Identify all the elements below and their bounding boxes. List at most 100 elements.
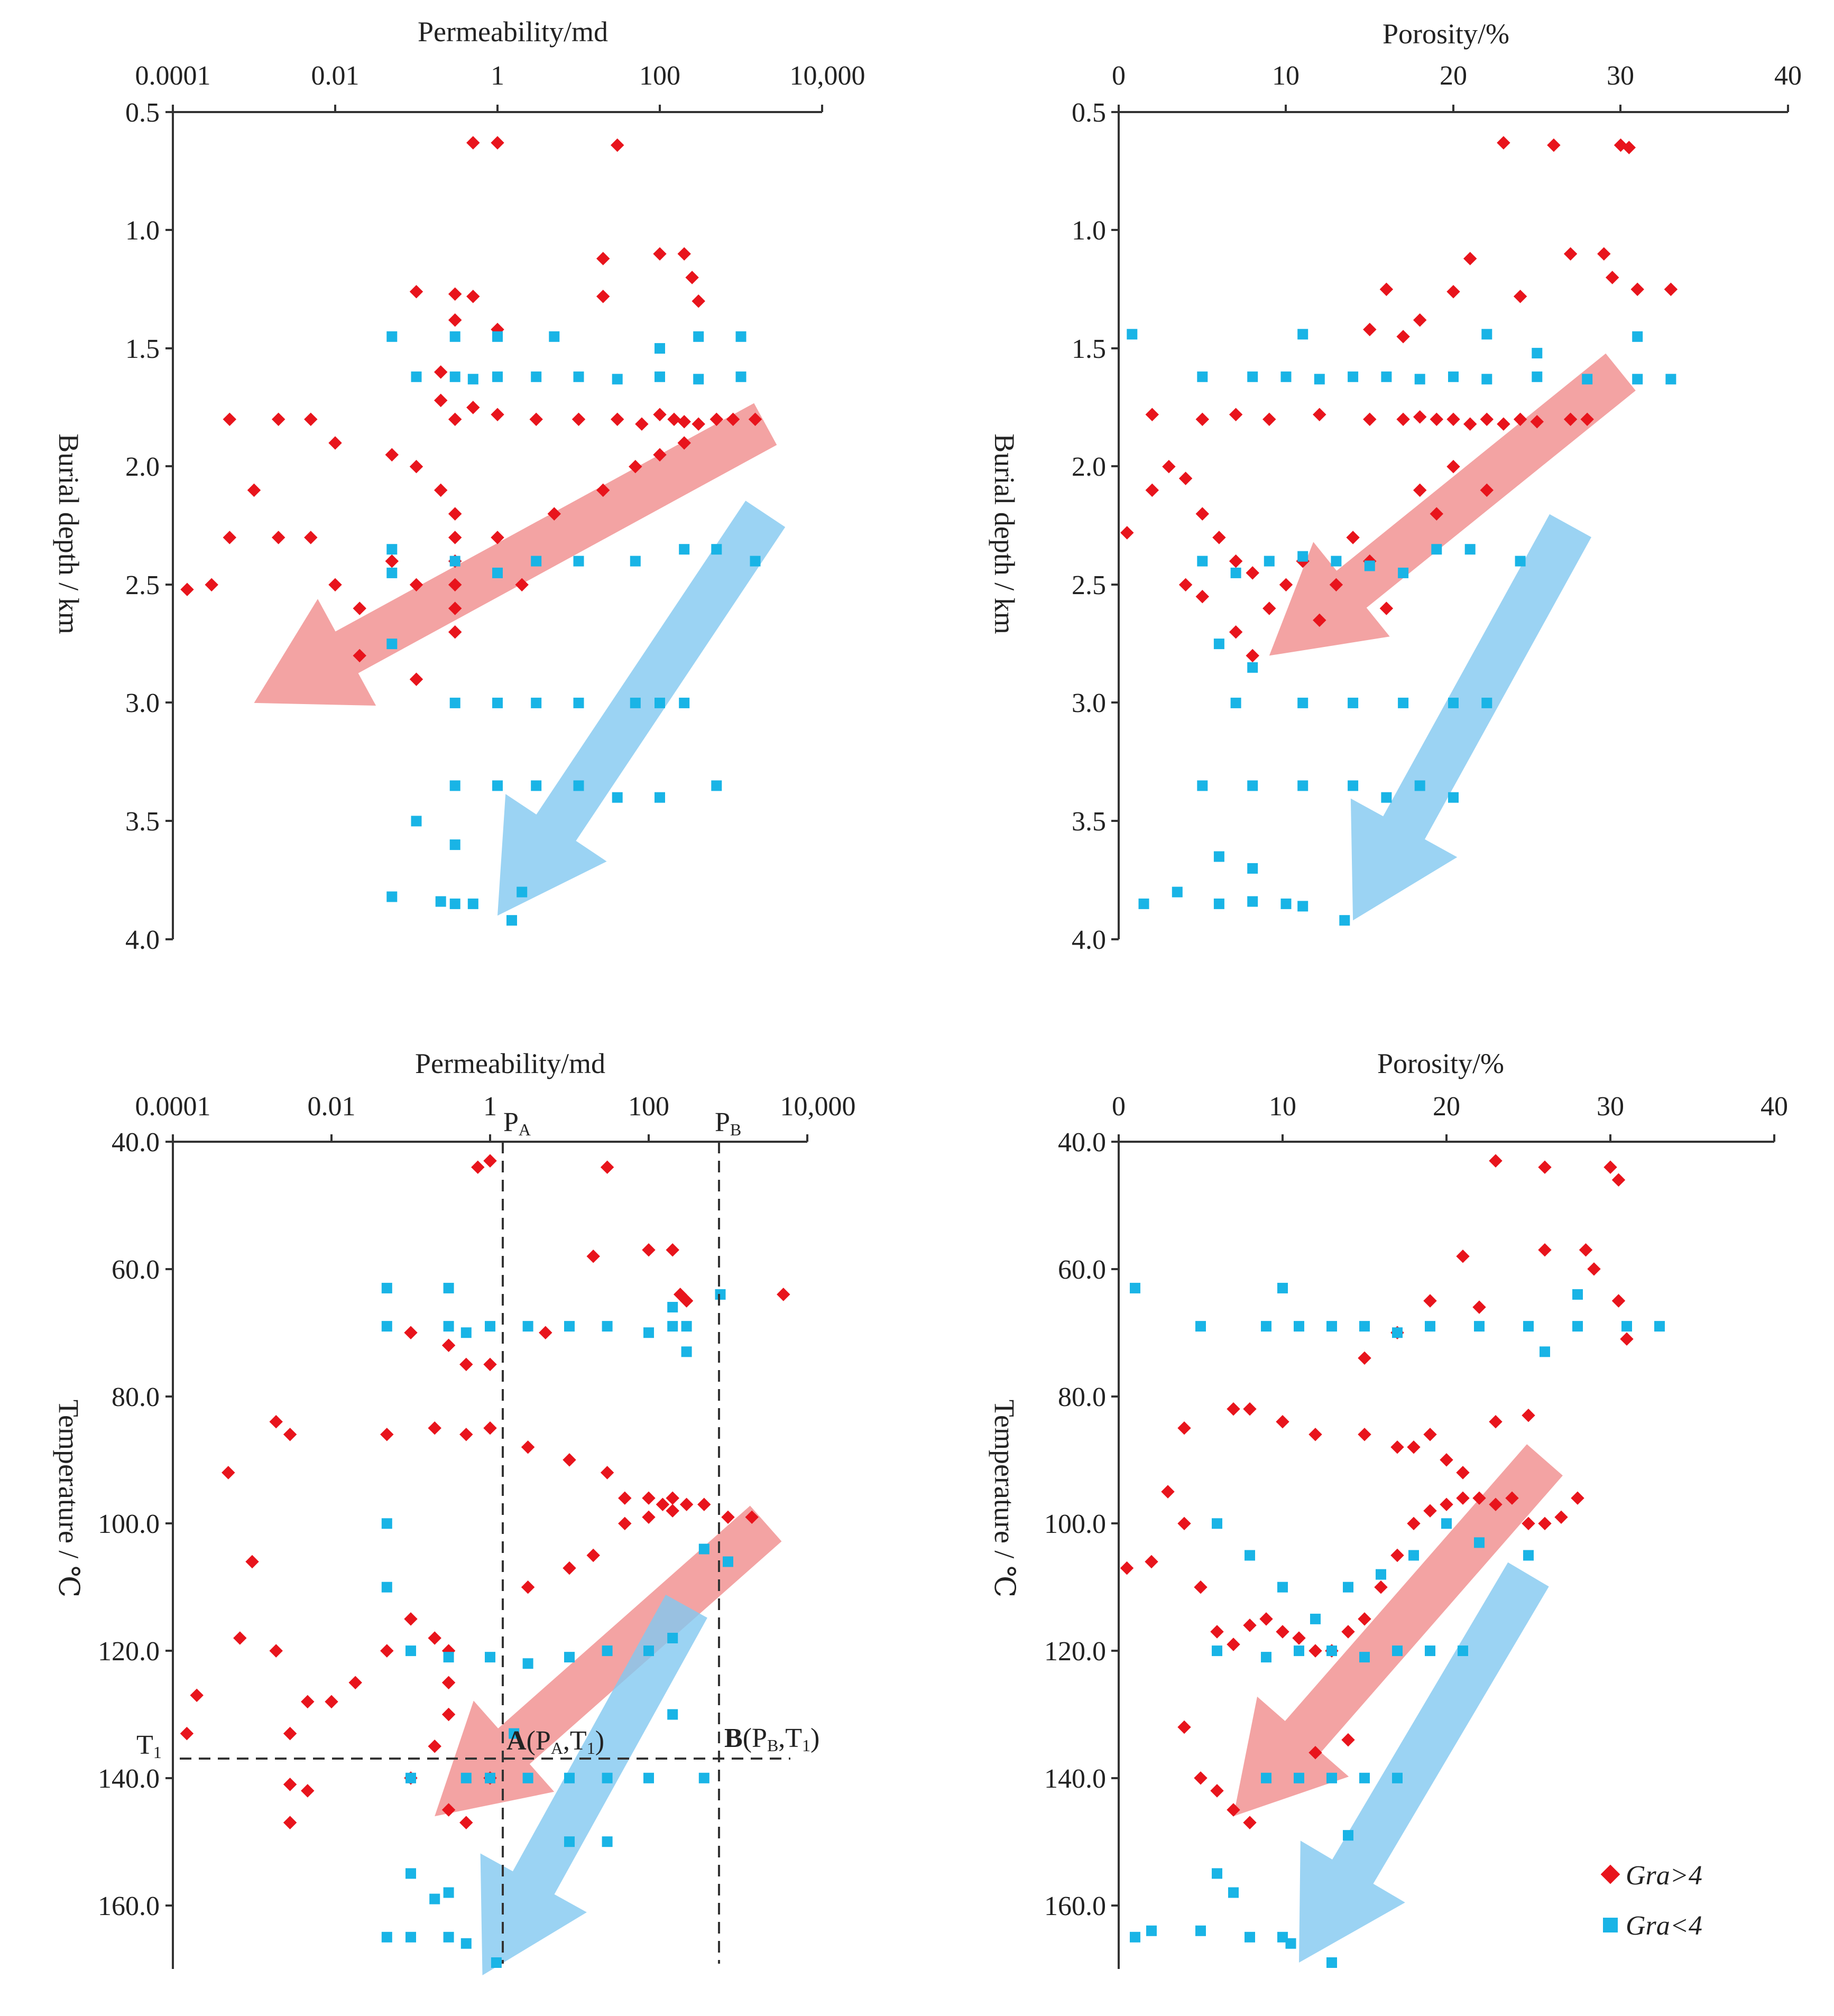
data-point-gra-lt4 [1408, 1550, 1419, 1561]
data-point-gra-lt4 [1297, 901, 1308, 912]
data-point-gra-lt4 [564, 1836, 575, 1847]
data-point-gra-lt4 [1431, 544, 1442, 555]
data-point-gra-gt4 [1229, 554, 1243, 568]
data-point-gra-gt4 [283, 1428, 297, 1441]
data-point-gra-lt4 [1297, 697, 1308, 708]
data-point-gra-lt4 [1280, 371, 1292, 382]
data-point-gra-lt4 [602, 1836, 613, 1847]
data-point-gra-gt4 [521, 1440, 535, 1454]
data-point-gra-lt4 [1523, 1550, 1534, 1561]
data-point-gra-lt4 [449, 697, 460, 708]
data-point-gra-gt4 [1341, 1625, 1355, 1639]
data-point-gra-gt4 [434, 365, 448, 379]
data-point-gra-gt4 [428, 1421, 441, 1435]
data-point-gra-lt4 [386, 331, 398, 342]
data-point-gra-lt4 [1261, 1772, 1271, 1783]
data-point-gra-gt4 [1243, 1816, 1257, 1829]
data-point-gra-lt4 [381, 1582, 392, 1593]
panel3-x-ticks [172, 1134, 808, 1142]
data-point-gra-gt4 [596, 290, 610, 303]
data-point-gra-gt4 [283, 1816, 297, 1829]
data-point-gra-lt4 [1532, 371, 1543, 382]
data-point-gra-gt4 [441, 1676, 456, 1690]
data-point-gra-gt4 [653, 247, 667, 261]
data-point-gra-gt4 [304, 531, 318, 544]
panel3-xtick: 0.0001 [135, 1092, 211, 1122]
panel4-xlabel: Porosity/% [1377, 1048, 1504, 1079]
data-point-gra-lt4 [449, 556, 460, 567]
data-point-gra-gt4 [1162, 459, 1176, 474]
data-point-gra-gt4 [380, 1644, 394, 1658]
panel4-ylabel: Temperature / ℃ [989, 1400, 1020, 1597]
data-point-gra-lt4 [1297, 551, 1308, 562]
data-point-gra-gt4 [1480, 412, 1494, 427]
data-point-gra-lt4 [1213, 851, 1224, 862]
data-point-gra-gt4 [459, 1816, 473, 1829]
data-point-gra-lt4 [667, 1302, 678, 1312]
panel2-xtick: 0 [1112, 61, 1126, 91]
data-point-gra-gt4 [483, 1154, 497, 1168]
data-point-gra-gt4 [563, 1453, 576, 1467]
data-point-gra-gt4 [325, 1695, 338, 1709]
data-point-gra-gt4 [1246, 566, 1259, 580]
panel1-ytick: 3.5 [125, 807, 160, 837]
data-point-gra-gt4 [1120, 1561, 1134, 1575]
data-point-gra-gt4 [1363, 412, 1377, 427]
data-point-gra-lt4 [492, 780, 503, 791]
data-point-gra-gt4 [1308, 1644, 1322, 1658]
legend-label-gra-gt4: Gra>4 [1626, 1861, 1702, 1891]
data-point-gra-gt4 [1554, 1510, 1568, 1524]
data-point-gra-gt4 [1308, 1745, 1322, 1760]
panel4-ytick: 120.0 [1044, 1636, 1106, 1667]
data-point-gra-lt4 [1130, 1282, 1140, 1293]
data-point-gra-gt4 [1212, 531, 1226, 544]
data-point-gra-gt4 [1407, 1516, 1421, 1531]
data-point-gra-lt4 [681, 1346, 692, 1357]
data-point-gra-gt4 [385, 448, 399, 462]
data-point-gra-gt4 [1227, 1638, 1240, 1651]
data-point-gra-lt4 [1398, 567, 1409, 578]
panel3-ytick: 100.0 [98, 1509, 160, 1539]
data-point-gra-lt4 [1195, 1321, 1206, 1332]
trend-arrow-red [1233, 1444, 1563, 1817]
data-point-gra-gt4 [600, 1160, 614, 1174]
data-point-gra-gt4 [1538, 1160, 1552, 1174]
data-point-gra-gt4 [679, 1497, 694, 1511]
panel3-ytick: 40.0 [112, 1127, 160, 1158]
data-point-gra-gt4 [1259, 1612, 1273, 1626]
data-point-gra-lt4 [1448, 792, 1459, 803]
data-point-gra-lt4 [1277, 1282, 1288, 1293]
data-point-gra-lt4 [1376, 1569, 1386, 1580]
data-point-gra-lt4 [573, 371, 584, 382]
data-point-gra-gt4 [190, 1688, 204, 1703]
data-point-gra-gt4 [1456, 1466, 1470, 1479]
panel2-ytick: 0.5 [1072, 98, 1106, 128]
data-point-gra-gt4 [642, 1243, 656, 1257]
data-point-gra-lt4 [460, 1772, 472, 1783]
data-point-gra-lt4 [492, 371, 503, 382]
panel1-ytick: 1.5 [125, 334, 160, 364]
data-point-gra-gt4 [448, 313, 462, 327]
data-point-gra-lt4 [1348, 371, 1359, 382]
data-point-gra-lt4 [711, 780, 722, 791]
panel1-xtick: 0.01 [311, 61, 360, 91]
data-point-gra-lt4 [681, 1321, 692, 1332]
data-point-gra-lt4 [564, 1772, 575, 1783]
data-point-gra-lt4 [1247, 896, 1258, 907]
panel4-y-ticks [1111, 1141, 1119, 1907]
data-point-gra-lt4 [460, 1938, 472, 1949]
data-point-gra-lt4 [735, 331, 746, 342]
data-point-gra-lt4 [1261, 1321, 1271, 1332]
data-point-gra-lt4 [655, 343, 665, 354]
data-point-gra-lt4 [1523, 1321, 1534, 1332]
data-point-gra-gt4 [1227, 1402, 1240, 1416]
data-point-gra-lt4 [1364, 560, 1375, 571]
data-point-gra-gt4 [205, 578, 218, 592]
data-point-gra-gt4 [1513, 290, 1527, 303]
panel4-ytick: 160.0 [1044, 1891, 1106, 1921]
data-point-gra-lt4 [1277, 1582, 1288, 1593]
data-point-gra-gt4 [223, 531, 237, 544]
data-point-gra-lt4 [1247, 662, 1258, 673]
data-point-gra-gt4 [459, 1357, 473, 1372]
data-point-gra-lt4 [381, 1931, 392, 1943]
